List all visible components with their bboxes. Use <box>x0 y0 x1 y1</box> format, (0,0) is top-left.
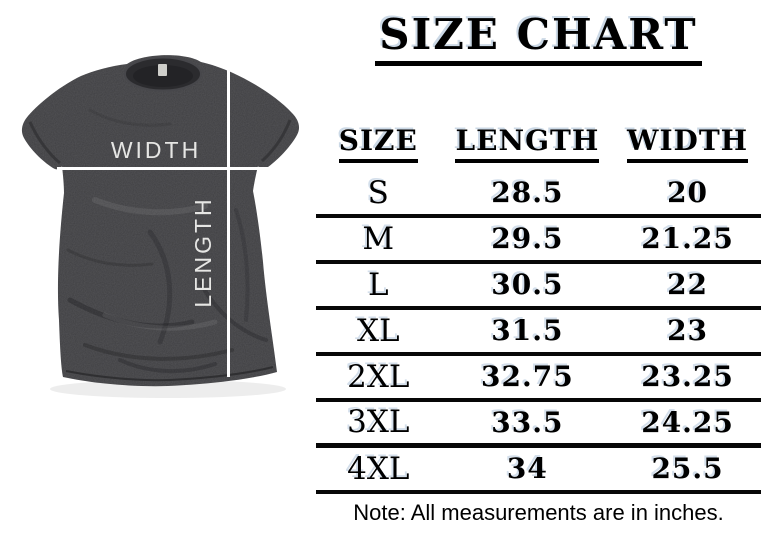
page-title: SIZE CHART <box>316 10 761 66</box>
length-cell: 29.5 <box>491 222 564 255</box>
table-row: L 30.5 22 <box>316 264 761 310</box>
size-cell: S <box>367 174 389 211</box>
shirt-collar <box>124 56 202 92</box>
length-cell: 28.5 <box>491 176 564 209</box>
width-cell: 25.5 <box>651 452 724 485</box>
width-cell: 23.25 <box>641 360 734 393</box>
table-row: 4XL 34 25.5 <box>316 448 761 494</box>
length-cell: 33.5 <box>491 405 564 439</box>
header-length: LENGTH <box>441 124 615 163</box>
width-cell: 23 <box>667 314 709 347</box>
width-cell: 21.25 <box>641 222 734 255</box>
header-width: WIDTH <box>614 124 761 163</box>
length-cell: 34 <box>506 452 548 485</box>
shirt-svg: WIDTH LENGTH <box>21 55 300 398</box>
shirt-shadow <box>50 380 286 398</box>
length-label: LENGTH <box>190 196 216 307</box>
collar-tag <box>158 64 167 76</box>
size-cell: XL <box>356 312 400 349</box>
length-cell: 30.5 <box>491 268 564 301</box>
note-text: Note: All measurements are in inches. <box>353 500 724 525</box>
size-cell: 3XL <box>347 404 410 440</box>
table-row: M 29.5 21.25 <box>316 218 761 264</box>
width-cell: 22 <box>667 268 709 301</box>
table-row: 2XL 32.75 23.25 <box>316 356 761 402</box>
table-row: 3XL 33.5 24.25 <box>316 402 761 448</box>
size-cell: 4XL <box>347 450 410 487</box>
shirt-body <box>21 55 300 387</box>
table-row: XL 31.5 23 <box>316 310 761 356</box>
table-row: S 28.5 20 <box>316 172 761 218</box>
size-cell: M <box>362 220 395 257</box>
width-cell: 20 <box>667 176 709 209</box>
size-cell: 2XL <box>347 358 410 395</box>
header-size: SIZE <box>316 124 441 163</box>
width-label: WIDTH <box>111 137 201 163</box>
size-chart-panel: SIZE CHART SIZE LENGTH WIDTH S 28.5 20 M 29.… <box>316 0 761 533</box>
size-cell: L <box>368 266 389 303</box>
width-cell: 24.25 <box>641 405 734 439</box>
length-line <box>227 62 230 377</box>
length-cell: 32.75 <box>481 360 574 393</box>
shirt-photo: WIDTH LENGTH <box>0 0 320 533</box>
size-table-body: S 28.5 20 M 29.5 21.25 L 30.5 22 XL 31.5 23 2XL 32.75… <box>316 172 761 494</box>
title-underline: SIZE CHART <box>375 10 702 66</box>
table-header-row: SIZE LENGTH WIDTH <box>316 124 761 163</box>
length-cell: 31.5 <box>491 314 564 347</box>
width-line <box>57 167 296 170</box>
